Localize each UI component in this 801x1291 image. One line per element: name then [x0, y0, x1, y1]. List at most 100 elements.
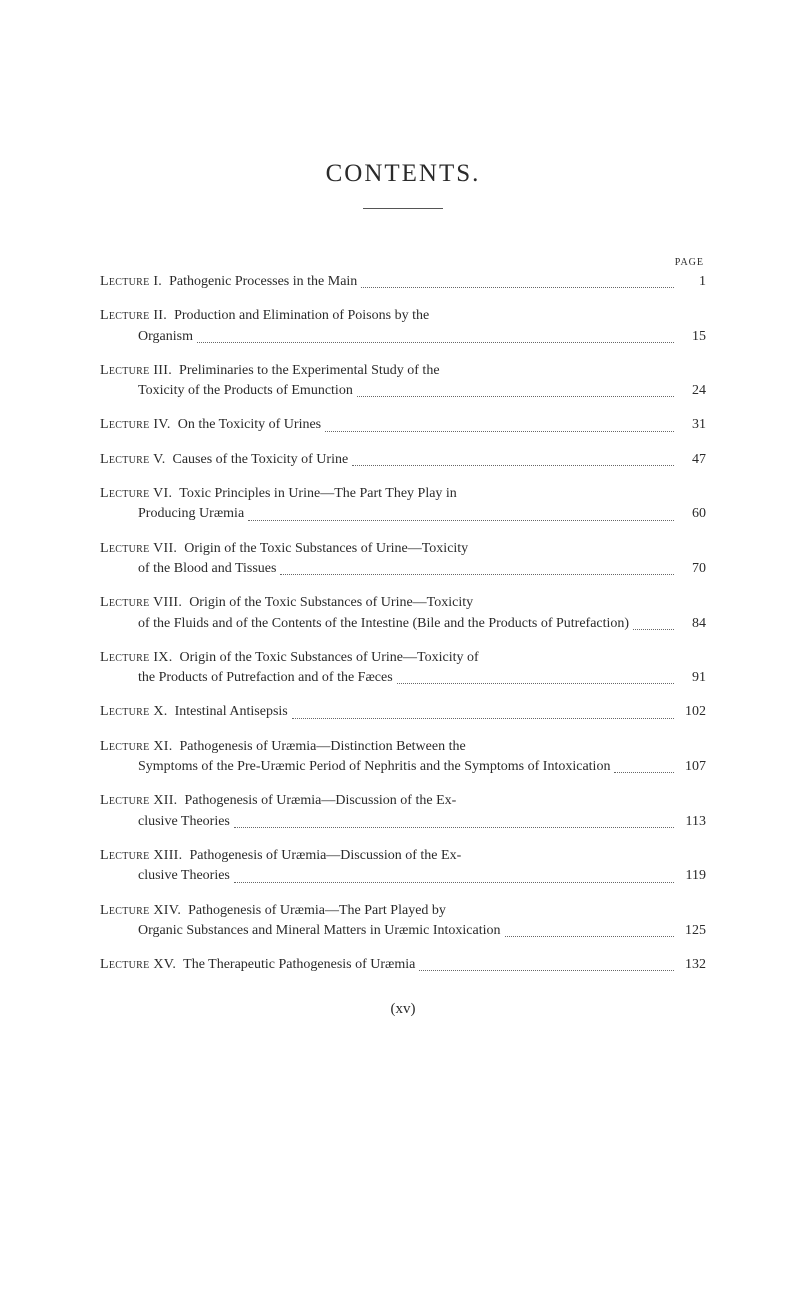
lecture-label: Lecture IX. [100, 650, 173, 665]
leader-dots [633, 629, 674, 630]
page-number: 113 [678, 812, 706, 832]
lecture-label: Lecture X. [100, 704, 168, 719]
entry-text: Lecture IV. On the Toxicity of Urines [100, 415, 321, 435]
leader-dots [292, 718, 674, 719]
page-column-label: PAGE [100, 257, 706, 268]
contents-entry: Lecture V. Causes of the Toxicity of Uri… [100, 450, 706, 470]
lecture-label: Lecture III. [100, 363, 172, 378]
leader-dots [614, 772, 674, 773]
page-number: 24 [678, 381, 706, 401]
contents-title: CONTENTS. [100, 160, 706, 188]
contents-entry: Lecture XIV. Pathogenesis of Uræmia—The … [100, 901, 706, 942]
lecture-label: Lecture XII. [100, 793, 177, 808]
entry-continuation: Organism [100, 327, 193, 347]
entry-continuation: Symptoms of the Pre-Uræmic Period of Nep… [100, 757, 610, 777]
entry-row: Organism 15 [100, 327, 706, 347]
page-number: 60 [678, 504, 706, 524]
page-number: 47 [678, 450, 706, 470]
entry-continuation: the Products of Putrefaction and of the … [100, 668, 393, 688]
lecture-label: Lecture II. [100, 308, 167, 323]
page-number: 132 [678, 955, 706, 975]
entry-row: Lecture I. Pathogenic Processes in the M… [100, 272, 706, 292]
leader-dots [397, 683, 674, 684]
lecture-label: Lecture VIII. [100, 595, 182, 610]
leader-dots [352, 465, 674, 466]
entry-row: Symptoms of the Pre-Uræmic Period of Nep… [100, 757, 706, 777]
lecture-label: Lecture XI. [100, 739, 173, 754]
contents-entry: Lecture IX. Origin of the Toxic Substanc… [100, 648, 706, 689]
page-number: 119 [678, 866, 706, 886]
entry-text: Lecture I. Pathogenic Processes in the M… [100, 272, 357, 292]
entry-row: of the Blood and Tissues 70 [100, 559, 706, 579]
contents-entries: Lecture I. Pathogenic Processes in the M… [100, 272, 706, 975]
entry-first-line: Lecture XIV. Pathogenesis of Uræmia—The … [100, 901, 706, 921]
contents-entry: Lecture II. Production and Elimination o… [100, 306, 706, 347]
contents-entry: Lecture I. Pathogenic Processes in the M… [100, 272, 706, 292]
entry-first-line: Lecture IX. Origin of the Toxic Substanc… [100, 648, 706, 668]
page-number: 91 [678, 668, 706, 688]
page-number: 107 [678, 757, 706, 777]
page-number: 1 [678, 272, 706, 292]
entry-continuation: Toxicity of the Products of Emunction [100, 381, 353, 401]
entry-first-line: Lecture III. Preliminaries to the Experi… [100, 361, 706, 381]
entry-row: Lecture XV. The Therapeutic Pathogenesis… [100, 955, 706, 975]
entry-row: Lecture X. Intestinal Antisepsis102 [100, 702, 706, 722]
lecture-label: Lecture I. [100, 274, 162, 289]
entry-continuation: of the Fluids and of the Contents of the… [100, 614, 629, 634]
entry-row: the Products of Putrefaction and of the … [100, 668, 706, 688]
entry-text: Lecture XV. The Therapeutic Pathogenesis… [100, 955, 415, 975]
leader-dots [419, 970, 674, 971]
lecture-label: Lecture XIV. [100, 903, 181, 918]
entry-row: clusive Theories113 [100, 812, 706, 832]
entry-continuation: Organic Substances and Mineral Matters i… [100, 921, 501, 941]
entry-text: Lecture V. Causes of the Toxicity of Uri… [100, 450, 348, 470]
contents-entry: Lecture VI. Toxic Principles in Urine—Th… [100, 484, 706, 525]
leader-dots [234, 882, 674, 883]
entry-first-line: Lecture VIII. Origin of the Toxic Substa… [100, 593, 706, 613]
leader-dots [361, 287, 674, 288]
leader-dots [234, 827, 674, 828]
leader-dots [280, 574, 674, 575]
leader-dots [197, 342, 674, 343]
contents-entry: Lecture VII. Origin of the Toxic Substan… [100, 539, 706, 580]
entry-continuation: Producing Uræmia [100, 504, 244, 524]
lecture-label: Lecture VII. [100, 541, 177, 556]
contents-entry: Lecture XII. Pathogenesis of Uræmia—Disc… [100, 791, 706, 832]
entry-first-line: Lecture VII. Origin of the Toxic Substan… [100, 539, 706, 559]
entry-row: Lecture IV. On the Toxicity of Urines 31 [100, 415, 706, 435]
entry-text: Lecture X. Intestinal Antisepsis [100, 702, 288, 722]
title-divider [363, 208, 443, 209]
entry-first-line: Lecture II. Production and Elimination o… [100, 306, 706, 326]
contents-entry: Lecture IV. On the Toxicity of Urines 31 [100, 415, 706, 435]
contents-entry: Lecture X. Intestinal Antisepsis102 [100, 702, 706, 722]
page-number: 84 [678, 614, 706, 634]
entry-row: Lecture V. Causes of the Toxicity of Uri… [100, 450, 706, 470]
entry-row: Organic Substances and Mineral Matters i… [100, 921, 706, 941]
contents-entry: Lecture XV. The Therapeutic Pathogenesis… [100, 955, 706, 975]
entry-row: of the Fluids and of the Contents of the… [100, 614, 706, 634]
lecture-label: Lecture IV. [100, 417, 171, 432]
page-number: 125 [678, 921, 706, 941]
page-number: 15 [678, 327, 706, 347]
page-number: 31 [678, 415, 706, 435]
contents-entry: Lecture III. Preliminaries to the Experi… [100, 361, 706, 402]
entry-row: clusive Theories 119 [100, 866, 706, 886]
entry-continuation: clusive Theories [100, 866, 230, 886]
lecture-label: Lecture XIII. [100, 848, 182, 863]
entry-first-line: Lecture XII. Pathogenesis of Uræmia—Disc… [100, 791, 706, 811]
page-footer: (xv) [100, 1001, 706, 1018]
entry-continuation: of the Blood and Tissues [100, 559, 276, 579]
lecture-label: Lecture VI. [100, 486, 172, 501]
leader-dots [248, 520, 674, 521]
contents-entry: Lecture XIII. Pathogenesis of Uræmia—Dis… [100, 846, 706, 887]
entry-first-line: Lecture VI. Toxic Principles in Urine—Th… [100, 484, 706, 504]
lecture-label: Lecture XV. [100, 957, 176, 972]
page-number: 70 [678, 559, 706, 579]
leader-dots [505, 936, 675, 937]
leader-dots [325, 431, 674, 432]
contents-entry: Lecture VIII. Origin of the Toxic Substa… [100, 593, 706, 634]
lecture-label: Lecture V. [100, 452, 166, 467]
leader-dots [357, 396, 674, 397]
entry-row: Producing Uræmia 60 [100, 504, 706, 524]
entry-row: Toxicity of the Products of Emunction 24 [100, 381, 706, 401]
